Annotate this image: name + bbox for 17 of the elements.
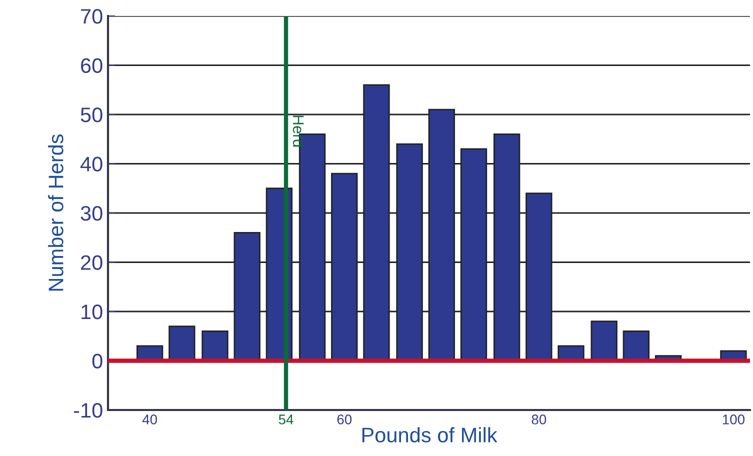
y-axis-title: Number of Herds <box>48 134 64 291</box>
y-tick-label: 30 <box>80 206 102 221</box>
x-tick-label: 100 <box>722 414 745 424</box>
y-tick-label: 0 <box>92 354 102 369</box>
y-tick-label: 70 <box>81 9 102 24</box>
x-tick-label: 80 <box>532 414 546 424</box>
y-tick-label: -10 <box>74 403 102 418</box>
x-tick-label: 60 <box>337 414 352 424</box>
y-tick-label: 50 <box>80 108 102 122</box>
y-tick-label: 60 <box>81 58 102 74</box>
y-tick-label: 10 <box>82 304 102 320</box>
y-tick-label: 40 <box>80 156 102 172</box>
x-tick-label: 54 <box>278 414 294 424</box>
ref-line-label: Herd <box>292 116 304 147</box>
x-axis-title: Pounds of Milk <box>362 427 498 442</box>
y-tick-label: 20 <box>81 255 102 270</box>
x-tick-label: 40 <box>142 414 158 424</box>
